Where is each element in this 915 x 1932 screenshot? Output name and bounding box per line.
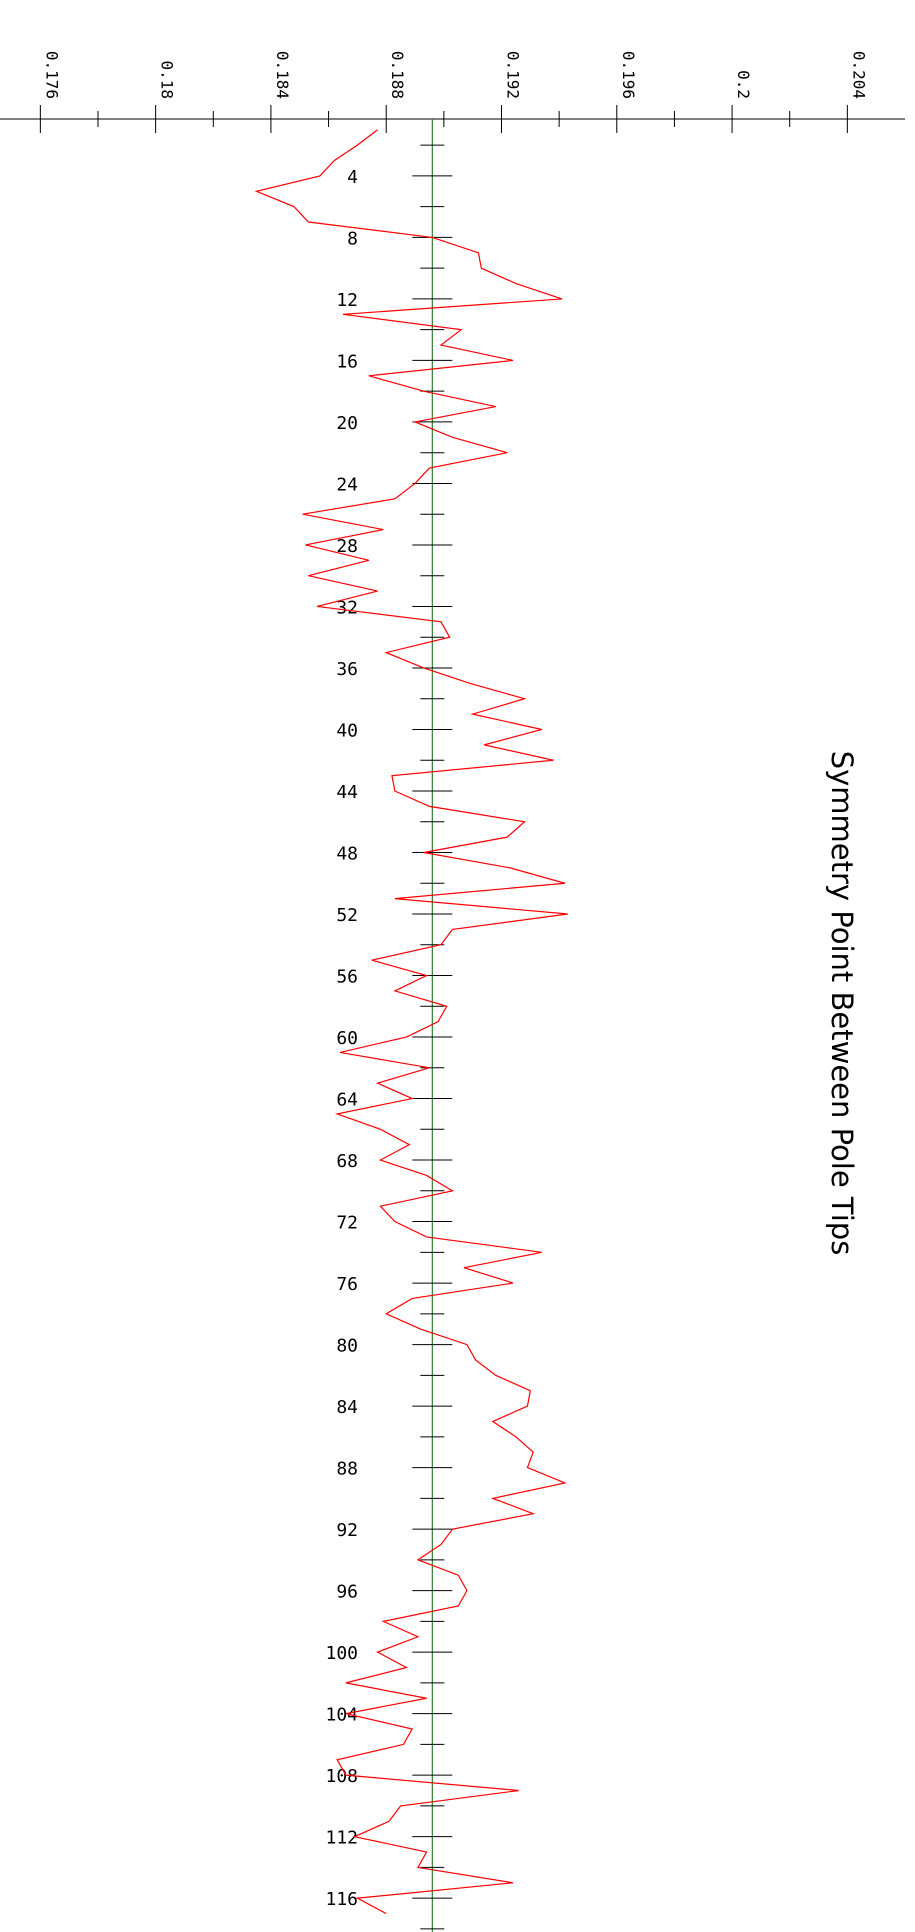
index-tick-label: 44 xyxy=(336,782,358,803)
index-tick-label: 72 xyxy=(336,1213,358,1234)
value-tick-label: 0.188 xyxy=(388,51,407,99)
index-tick-label: 88 xyxy=(336,1459,358,1480)
index-tick-label: 32 xyxy=(336,597,358,618)
index-tick-label: 12 xyxy=(336,290,358,311)
index-tick-label: 116 xyxy=(325,1889,358,1910)
index-tick-label: 76 xyxy=(336,1274,358,1295)
index-tick-label: 104 xyxy=(325,1705,358,1726)
index-tick-label: 48 xyxy=(336,844,358,865)
index-ticks xyxy=(412,144,453,1930)
value-tick-label: 0.192 xyxy=(503,51,522,99)
index-tick-label: 80 xyxy=(336,1336,358,1357)
index-tick-label: 40 xyxy=(336,720,358,741)
index-tick-label: 24 xyxy=(336,474,358,495)
value-tick-labels: 0.176 0.18 0.184 0.188 0.192 0.196 0.2 0.204 xyxy=(42,51,868,99)
index-tick-label: 4 xyxy=(347,167,358,188)
index-tick-label: 84 xyxy=(336,1397,358,1418)
value-tick-label: 0.18 xyxy=(158,60,177,99)
value-tick-label: 0.196 xyxy=(619,51,638,99)
series-points xyxy=(257,130,568,1914)
index-tick-label: 100 xyxy=(325,1643,358,1664)
index-tick-label: 64 xyxy=(336,1090,358,1111)
index-tick-labels: 4812162024283236404448525660646872768084… xyxy=(325,167,358,1910)
index-tick-label: 52 xyxy=(336,905,358,926)
index-tick-label: 36 xyxy=(336,659,358,680)
series-line xyxy=(254,129,568,1915)
index-tick-label: 60 xyxy=(336,1028,358,1049)
chart-title: Symmetry Point Between Pole Tips xyxy=(825,751,859,1256)
index-tick-label: 68 xyxy=(336,1151,358,1172)
index-tick-label: 108 xyxy=(325,1766,358,1787)
value-tick-label: 0.184 xyxy=(273,51,292,99)
index-tick-label: 112 xyxy=(325,1828,358,1849)
value-ticks xyxy=(39,105,848,133)
index-tick-label: 96 xyxy=(336,1582,358,1603)
index-tick-label: 16 xyxy=(336,351,358,372)
index-tick-label: 20 xyxy=(336,413,358,434)
index-tick-label: 92 xyxy=(336,1520,358,1541)
index-tick-label: 28 xyxy=(336,536,358,557)
index-tick-label: 56 xyxy=(336,967,358,988)
value-tick-label: 0.2 xyxy=(734,70,753,99)
index-tick-label: 8 xyxy=(347,228,358,249)
value-tick-label: 0.204 xyxy=(849,51,868,99)
value-tick-label: 0.176 xyxy=(42,51,61,99)
